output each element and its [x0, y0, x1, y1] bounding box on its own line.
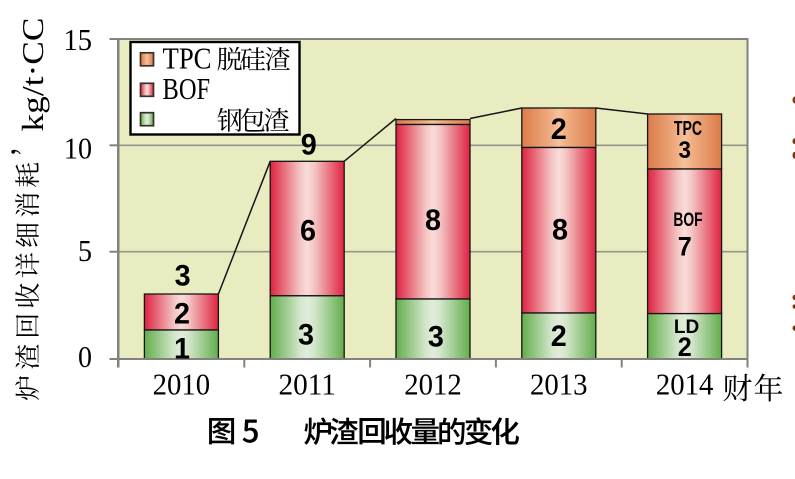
svg-text:3: 3	[298, 319, 314, 352]
svg-text:10: 10	[64, 131, 92, 165]
svg-text:2011: 2011	[278, 367, 336, 401]
svg-text:LD: LD	[674, 317, 699, 338]
svg-text:2: 2	[551, 113, 567, 146]
svg-text:3: 3	[175, 259, 191, 292]
svg-text:TPC: TPC	[163, 40, 212, 75]
svg-text:9: 9	[301, 128, 317, 161]
svg-text:8: 8	[552, 214, 568, 247]
svg-text:BOF: BOF	[673, 209, 702, 231]
svg-text:2014: 2014	[656, 367, 714, 401]
svg-text:8: 8	[425, 204, 441, 237]
svg-text:3: 3	[679, 137, 692, 164]
svg-text:2: 2	[551, 320, 567, 353]
svg-text:0: 0	[78, 340, 92, 374]
svg-text:3: 3	[428, 321, 444, 354]
svg-text:2: 2	[174, 298, 190, 331]
svg-text:kg/t·CC: kg/t·CC	[15, 18, 50, 132]
svg-text:TPC: TPC	[674, 118, 702, 140]
svg-text:BOF: BOF	[163, 71, 211, 106]
svg-text:2012: 2012	[404, 367, 462, 401]
svg-text:15: 15	[64, 23, 93, 57]
svg-text:2013: 2013	[530, 367, 588, 401]
svg-text:5: 5	[78, 234, 92, 268]
svg-text:1: 1	[174, 333, 190, 366]
svg-text:2: 2	[678, 332, 692, 362]
svg-text:2010: 2010	[153, 367, 211, 401]
svg-text:7: 7	[678, 231, 692, 261]
svg-text:6: 6	[300, 214, 316, 247]
